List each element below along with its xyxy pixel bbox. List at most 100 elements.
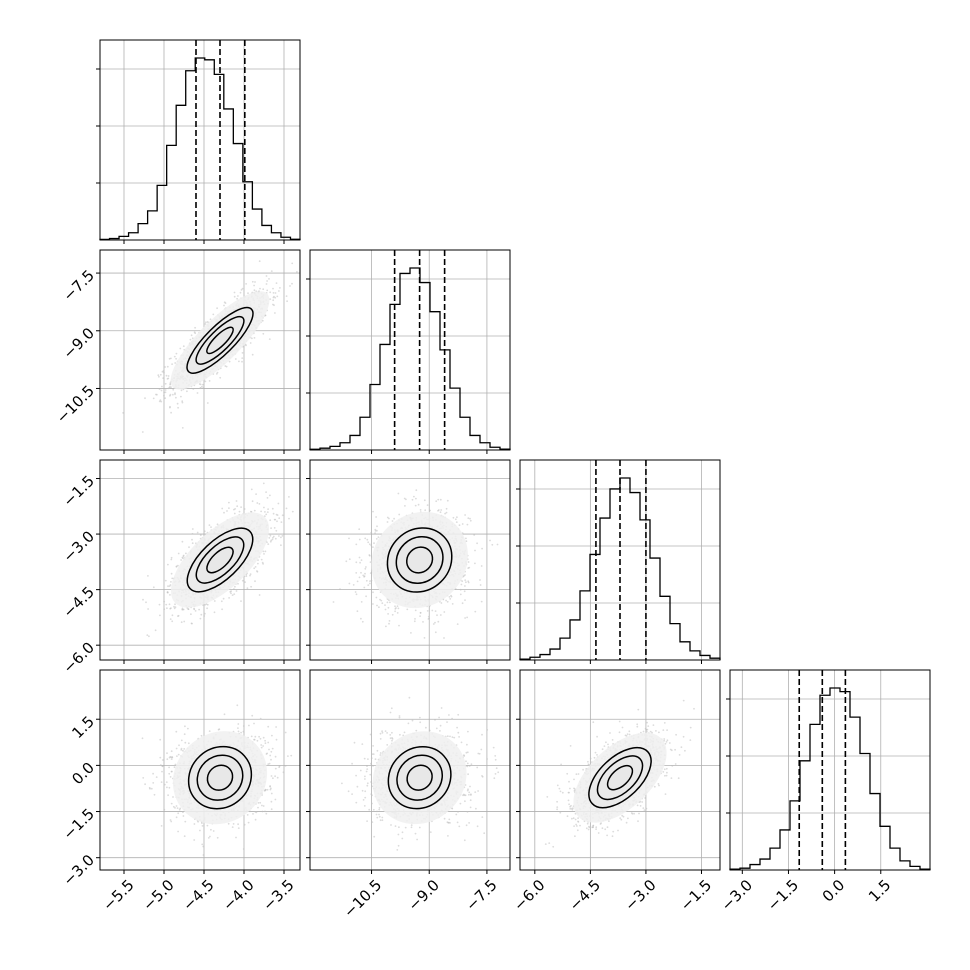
scatter-point bbox=[180, 395, 182, 398]
scatter-point bbox=[466, 616, 468, 619]
scatter-point bbox=[419, 615, 421, 617]
contour-line bbox=[186, 527, 254, 593]
scatter-point bbox=[174, 603, 176, 606]
scatter-point bbox=[370, 544, 373, 547]
scatter-point bbox=[274, 775, 276, 778]
contour-line bbox=[386, 527, 453, 593]
scatter-point bbox=[254, 281, 256, 283]
scatter-point bbox=[253, 289, 256, 292]
scatter-point bbox=[417, 503, 420, 506]
scatter-point bbox=[393, 517, 395, 520]
scatter-point bbox=[271, 507, 274, 510]
scatter-point bbox=[164, 397, 167, 400]
scatter-point bbox=[435, 500, 438, 503]
scatter-point bbox=[278, 290, 280, 292]
scatter-point bbox=[203, 530, 206, 533]
scatter-point bbox=[182, 555, 185, 558]
scatter-point bbox=[464, 579, 467, 581]
scatter-point bbox=[162, 370, 165, 372]
scatter-point bbox=[365, 579, 368, 582]
scatter-point bbox=[275, 529, 278, 532]
scatter-point bbox=[164, 366, 167, 368]
scatter-point bbox=[216, 307, 219, 310]
scatter-point bbox=[367, 541, 370, 544]
scatter-point bbox=[164, 579, 167, 582]
scatter-point bbox=[466, 523, 469, 526]
scatter-point bbox=[469, 519, 472, 522]
scatter-point bbox=[198, 608, 201, 611]
histogram-panel-4 bbox=[726, 669, 931, 874]
scatter-point bbox=[479, 584, 482, 586]
panel-frame bbox=[309, 459, 511, 661]
panel-frame bbox=[99, 459, 301, 661]
scatter-point bbox=[465, 540, 468, 543]
scatter-point bbox=[182, 345, 185, 348]
density-fill bbox=[170, 512, 270, 608]
scatter-point bbox=[434, 610, 437, 612]
scatter-point bbox=[439, 498, 442, 501]
scatter-point bbox=[183, 733, 186, 736]
scatter-point bbox=[291, 282, 293, 285]
scatter-point bbox=[229, 591, 232, 593]
scatter-point bbox=[223, 301, 226, 304]
scatter-point bbox=[369, 580, 371, 583]
scatter-panel-2 bbox=[96, 459, 308, 664]
scatter-point bbox=[163, 391, 166, 394]
scatter-point bbox=[372, 510, 374, 513]
scatter-point bbox=[202, 386, 205, 389]
scatter-point bbox=[396, 605, 399, 608]
scatter-point bbox=[210, 526, 212, 528]
scatter-point bbox=[469, 517, 471, 520]
contour-line bbox=[395, 536, 444, 584]
scatter-point bbox=[182, 749, 184, 752]
scatter-point bbox=[163, 371, 165, 374]
scatter-point bbox=[262, 482, 265, 485]
scatter-point bbox=[345, 560, 348, 563]
scatter-point bbox=[171, 614, 174, 617]
scatter-point bbox=[355, 572, 358, 574]
scatter-point bbox=[364, 567, 367, 570]
scatter-point bbox=[306, 467, 308, 469]
scatter-point bbox=[405, 498, 407, 501]
scatter-point bbox=[172, 388, 175, 391]
scatter-point bbox=[384, 608, 387, 611]
scatter-point bbox=[199, 829, 201, 832]
scatter-point bbox=[170, 411, 173, 414]
scatter-point bbox=[152, 586, 155, 589]
scatter-point bbox=[226, 510, 228, 512]
scatter-point bbox=[241, 357, 244, 359]
scatter-point bbox=[204, 612, 206, 615]
panel-frame bbox=[729, 669, 931, 871]
scatter-point bbox=[459, 593, 462, 596]
scatter-point bbox=[406, 608, 409, 611]
scatter-point bbox=[391, 613, 394, 616]
scatter-point bbox=[415, 489, 418, 492]
scatter-point bbox=[360, 617, 362, 620]
scatter-point bbox=[175, 565, 178, 568]
scatter-point bbox=[279, 287, 281, 289]
scatter-point bbox=[190, 334, 193, 337]
scatter-point bbox=[398, 513, 401, 516]
histogram-panel-2 bbox=[306, 249, 511, 454]
scatter-point bbox=[271, 747, 274, 750]
scatter-point bbox=[257, 559, 259, 561]
scatter-point bbox=[240, 506, 243, 508]
scatter-point bbox=[171, 363, 174, 365]
scatter-point bbox=[388, 620, 391, 622]
scatter-point bbox=[166, 607, 168, 610]
scatter-point bbox=[166, 758, 169, 761]
scatter-point bbox=[253, 509, 256, 512]
scatter-point bbox=[259, 287, 261, 290]
scatter-point bbox=[233, 512, 236, 515]
scatter-point bbox=[177, 614, 180, 617]
scatter-point bbox=[182, 608, 184, 611]
scatter-point bbox=[175, 357, 178, 360]
scatter-point bbox=[264, 810, 266, 813]
scatter-panel-1 bbox=[96, 249, 301, 454]
scatter-point bbox=[266, 280, 268, 282]
scatter-point bbox=[191, 538, 193, 541]
scatter-point bbox=[426, 504, 429, 506]
scatter-point bbox=[203, 615, 206, 617]
scatter-point bbox=[256, 570, 259, 573]
